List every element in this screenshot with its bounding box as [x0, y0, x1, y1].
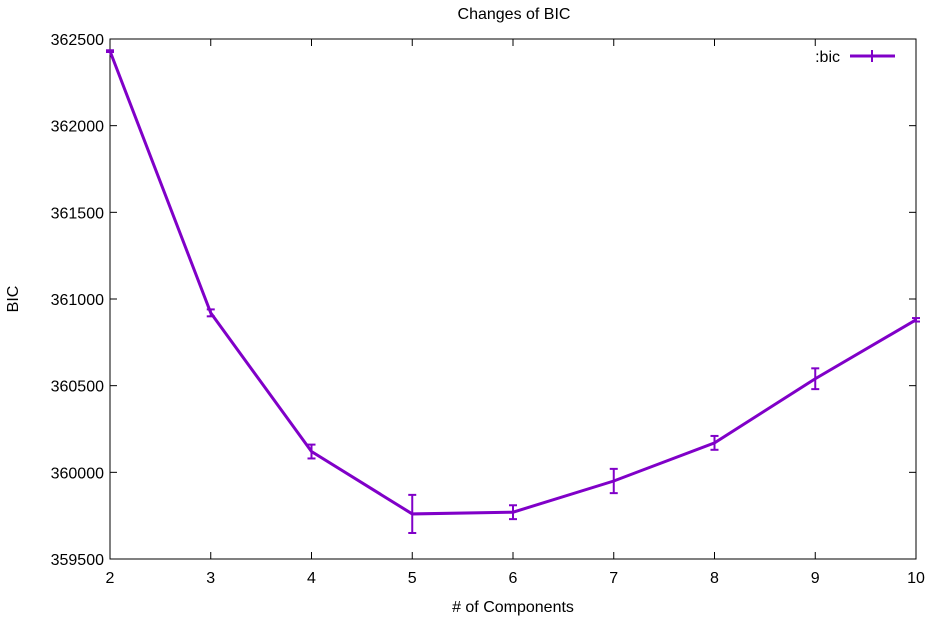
y-axis-label: BIC — [5, 286, 22, 313]
y-tick-label: 361500 — [51, 205, 104, 222]
x-tick-label: 8 — [710, 570, 719, 587]
x-tick-label: 3 — [206, 570, 215, 587]
x-tick-label: 9 — [811, 570, 820, 587]
x-tick-label: 2 — [106, 570, 115, 587]
x-tick-label: 6 — [509, 570, 518, 587]
x-tick-label: 10 — [907, 570, 925, 587]
x-axis-label: # of Components — [452, 599, 574, 616]
x-tick-label: 4 — [307, 570, 316, 587]
chart-title: Changes of BIC — [458, 6, 571, 23]
x-axis-ticks: 2 3 4 5 6 7 8 9 10 — [106, 39, 925, 587]
y-tick-label: 360500 — [51, 379, 104, 396]
legend: :bic — [815, 49, 895, 66]
plot-area-border — [109, 38, 917, 560]
y-axis-ticks: 359500 360000 360500 361000 361500 362000 3625… — [51, 32, 916, 569]
y-tick-label: 362000 — [51, 119, 104, 136]
x-tick-label: 5 — [408, 570, 417, 587]
y-tick-label: 362500 — [51, 32, 104, 49]
legend-label: :bic — [815, 49, 840, 66]
bic-series-line — [108, 50, 917, 516]
y-tick-label: 360000 — [51, 465, 104, 482]
error-bars — [106, 49, 920, 534]
x-tick-label: 7 — [609, 570, 618, 587]
y-tick-label: 359500 — [51, 552, 104, 569]
y-tick-label: 361000 — [51, 292, 104, 309]
